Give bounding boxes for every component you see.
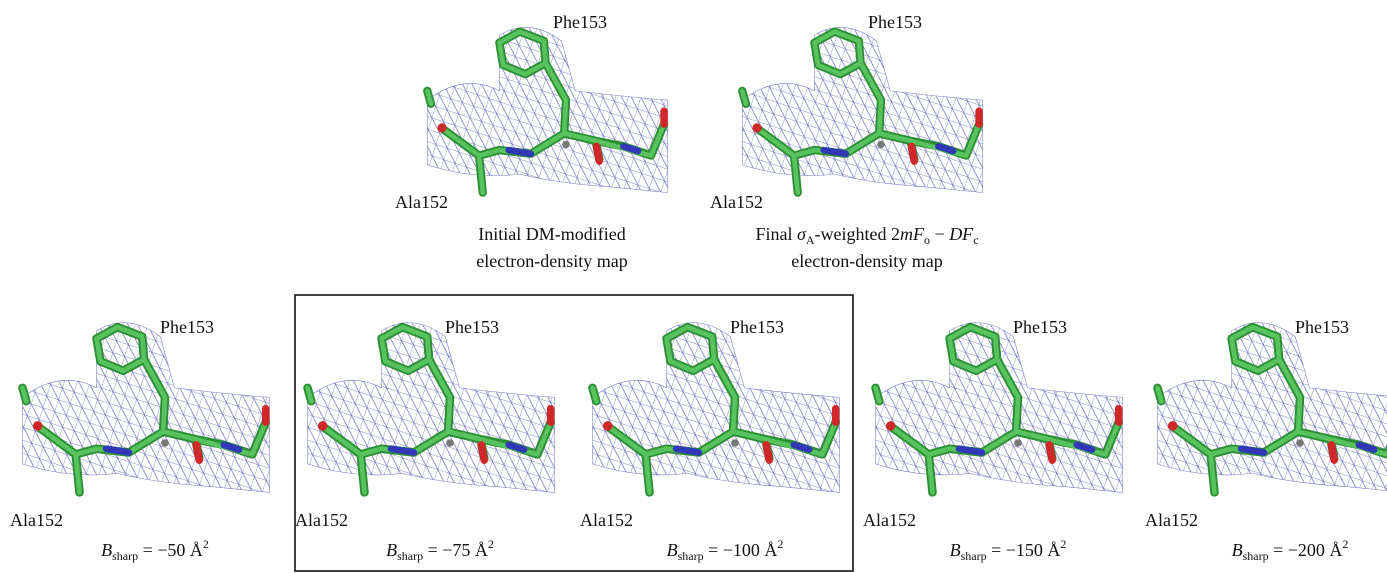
caption-part: − (930, 224, 949, 244)
b-superscript: 2 (488, 537, 494, 551)
caption: Initial DM-modified (478, 224, 625, 244)
b-superscript: 2 (1060, 537, 1066, 551)
density-map-image (593, 323, 840, 493)
b-sharp-label: Bsharp = −200 Å2 (1232, 537, 1349, 563)
caption-part: Final (755, 224, 797, 244)
density-map-image (427, 27, 668, 192)
b-symbol: B (667, 540, 678, 560)
residue-label: Phe153 (868, 12, 922, 32)
b-value: = −200 Å (1269, 540, 1343, 560)
caption-part: Initial DM-modified (478, 224, 625, 244)
b-value: = −150 Å (987, 540, 1061, 560)
density-map-image (1158, 323, 1387, 493)
b-subscript: sharp (1243, 549, 1269, 563)
residue-label: Ala152 (295, 510, 348, 530)
caption: electron-density map (791, 251, 942, 271)
b-symbol: B (101, 540, 112, 560)
residue-label: Ala152 (710, 192, 763, 212)
b-value: = −100 Å (704, 540, 778, 560)
residue-label: Phe153 (160, 317, 214, 337)
density-map-image (742, 27, 983, 192)
caption: Final σA-weighted 2mFo − DFc (755, 224, 978, 247)
density-map-image (876, 323, 1123, 493)
b-sharp-label: Bsharp = −75 Å2 (386, 537, 494, 563)
b-subscript: sharp (961, 549, 987, 563)
residue-label: Ala152 (863, 510, 916, 530)
b-superscript: 2 (1342, 537, 1348, 551)
caption-part: -weighted 2 (815, 224, 900, 244)
residue-label: Ala152 (10, 510, 63, 530)
density-map-image (308, 323, 555, 493)
caption-part: electron-density map (476, 251, 627, 271)
b-symbol: B (1232, 540, 1243, 560)
caption-part: DF (948, 224, 974, 244)
b-sharp-label: Bsharp = −50 Å2 (101, 537, 209, 563)
residue-label: Phe153 (1295, 317, 1349, 337)
b-sharp-label: Bsharp = −100 Å2 (667, 537, 784, 563)
b-sharp-label: Bsharp = −150 Å2 (950, 537, 1067, 563)
b-superscript: 2 (777, 537, 783, 551)
b-subscript: sharp (678, 549, 704, 563)
b-superscript: 2 (203, 537, 209, 551)
b-subscript: sharp (397, 549, 423, 563)
figure: Phe153 Ala152 Initial DM-modified electron-… (0, 0, 1387, 573)
caption-part: electron-density map (791, 251, 942, 271)
b-symbol: B (386, 540, 397, 560)
caption: electron-density map (476, 251, 627, 271)
residue-label: Ala152 (580, 510, 633, 530)
b-symbol: B (950, 540, 961, 560)
caption-part: A (806, 233, 815, 247)
residue-label: Phe153 (445, 317, 499, 337)
residue-label: Phe153 (553, 12, 607, 32)
caption-part: mF (900, 224, 925, 244)
b-value: = −75 Å (423, 540, 488, 560)
b-value: = −50 Å (138, 540, 203, 560)
residue-label: Ala152 (395, 192, 448, 212)
residue-label: Ala152 (1145, 510, 1198, 530)
b-subscript: sharp (112, 549, 138, 563)
density-map-image (23, 323, 270, 493)
caption-part: c (973, 233, 978, 247)
residue-label: Phe153 (1013, 317, 1067, 337)
residue-label: Phe153 (730, 317, 784, 337)
